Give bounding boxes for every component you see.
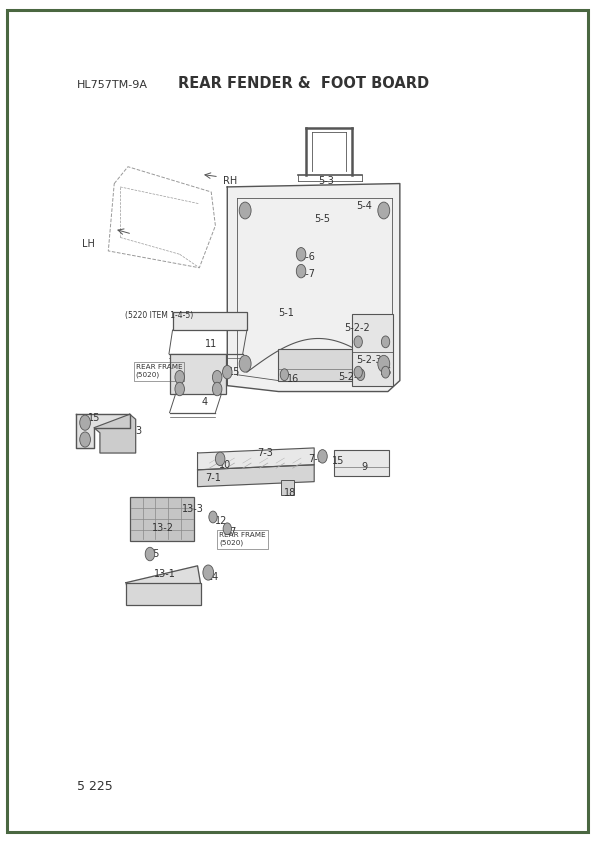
Circle shape xyxy=(223,365,232,379)
Text: 5-2-2: 5-2-2 xyxy=(344,323,369,333)
Circle shape xyxy=(212,382,222,396)
Text: 17: 17 xyxy=(225,527,237,537)
Text: 16: 16 xyxy=(380,367,392,377)
Text: HL757TM-9A: HL757TM-9A xyxy=(77,80,148,90)
Circle shape xyxy=(378,202,390,219)
Circle shape xyxy=(296,264,306,278)
Polygon shape xyxy=(94,414,136,453)
Text: (5220 ITEM 1-4-5): (5220 ITEM 1-4-5) xyxy=(125,312,193,320)
Circle shape xyxy=(80,415,90,430)
Text: 5-6: 5-6 xyxy=(299,252,315,262)
Polygon shape xyxy=(198,465,314,487)
Text: 9: 9 xyxy=(362,462,368,472)
Circle shape xyxy=(280,369,289,381)
Text: (5020): (5020) xyxy=(219,540,243,546)
Text: 7-1: 7-1 xyxy=(205,473,221,483)
Text: LH: LH xyxy=(82,239,95,249)
Circle shape xyxy=(378,355,390,372)
Bar xyxy=(281,480,294,495)
Circle shape xyxy=(381,336,390,348)
Text: (5020): (5020) xyxy=(136,371,160,378)
Text: 12: 12 xyxy=(215,516,228,526)
Bar xyxy=(217,530,268,549)
Text: 7-2: 7-2 xyxy=(308,454,324,464)
Text: 4: 4 xyxy=(201,397,207,408)
Bar xyxy=(334,450,389,476)
Text: 5-2-3: 5-2-3 xyxy=(356,354,381,365)
Circle shape xyxy=(212,370,222,384)
Text: 15: 15 xyxy=(148,549,160,559)
Circle shape xyxy=(318,450,327,463)
Circle shape xyxy=(175,382,184,396)
Text: 5 225: 5 225 xyxy=(77,780,113,793)
Text: REAR FENDER &  FOOT BOARD: REAR FENDER & FOOT BOARD xyxy=(178,77,430,92)
Circle shape xyxy=(239,202,251,219)
Circle shape xyxy=(354,336,362,348)
Polygon shape xyxy=(227,184,400,392)
Text: 13-2: 13-2 xyxy=(152,523,174,533)
Text: REAR FRAME: REAR FRAME xyxy=(219,532,265,538)
Text: 13-1: 13-1 xyxy=(154,569,176,579)
Bar xyxy=(126,583,201,605)
Text: 5-2-1: 5-2-1 xyxy=(338,372,364,382)
Text: 15: 15 xyxy=(332,456,345,466)
Text: 18: 18 xyxy=(284,488,297,498)
Bar xyxy=(130,497,194,541)
Text: 10: 10 xyxy=(219,460,231,470)
Text: 5-5: 5-5 xyxy=(314,214,330,224)
Text: 5-3: 5-3 xyxy=(318,176,334,186)
Circle shape xyxy=(239,355,251,372)
Polygon shape xyxy=(198,448,314,470)
Circle shape xyxy=(215,452,225,466)
Circle shape xyxy=(80,432,90,447)
Polygon shape xyxy=(76,414,130,448)
Circle shape xyxy=(354,366,362,378)
Text: 15: 15 xyxy=(228,367,240,377)
Circle shape xyxy=(381,366,390,378)
Text: RH: RH xyxy=(223,176,237,186)
Circle shape xyxy=(296,248,306,261)
Text: 5-7: 5-7 xyxy=(299,269,315,279)
Text: 15: 15 xyxy=(88,413,101,424)
Bar xyxy=(170,354,226,394)
Text: 7-3: 7-3 xyxy=(257,448,273,458)
Circle shape xyxy=(175,370,184,384)
Bar xyxy=(173,312,247,330)
Circle shape xyxy=(223,523,231,535)
Text: 14: 14 xyxy=(207,572,220,582)
Bar xyxy=(352,314,393,386)
Polygon shape xyxy=(126,566,201,604)
Text: 3: 3 xyxy=(136,426,142,436)
Text: 13-3: 13-3 xyxy=(181,504,203,514)
Text: 16: 16 xyxy=(287,374,299,384)
Circle shape xyxy=(203,565,214,580)
Text: 11: 11 xyxy=(205,338,218,349)
Bar xyxy=(278,349,367,381)
Text: 5-4: 5-4 xyxy=(356,201,372,211)
Bar xyxy=(134,362,184,381)
Circle shape xyxy=(145,547,155,561)
Text: 5-1: 5-1 xyxy=(278,308,295,318)
Circle shape xyxy=(209,511,217,523)
Text: REAR FRAME: REAR FRAME xyxy=(136,364,182,370)
Circle shape xyxy=(356,369,365,381)
